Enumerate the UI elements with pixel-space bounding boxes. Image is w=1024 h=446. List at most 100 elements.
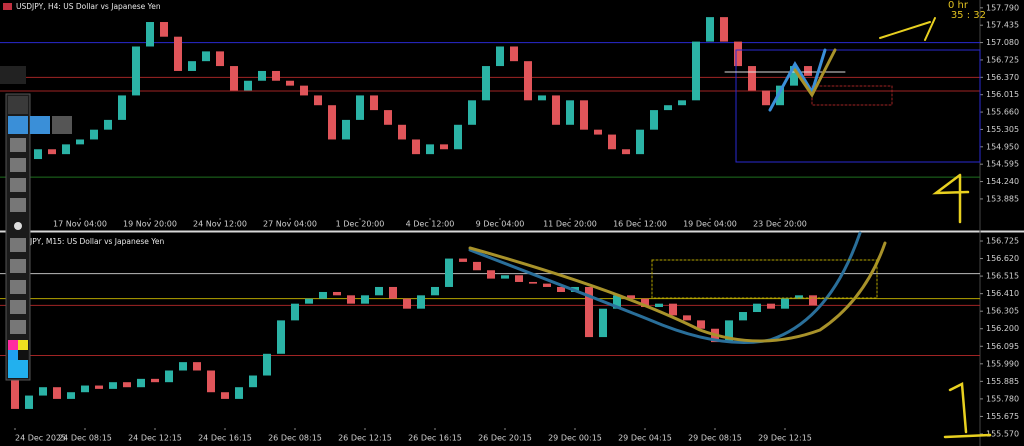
tool-hide[interactable] [10, 138, 26, 152]
x-tick-label: 19 Dec 04:00 [683, 220, 737, 229]
y-tick-label: 155.990 [986, 359, 1019, 368]
candle [580, 100, 588, 130]
candle [473, 261, 481, 271]
tool-crosshair[interactable] [52, 116, 72, 134]
x-tick-label: 26 Dec 16:15 [408, 434, 462, 443]
candle [538, 95, 546, 101]
candle [34, 149, 42, 160]
candle [160, 22, 168, 37]
tool-cursor[interactable] [8, 116, 28, 134]
toolbar-handle[interactable] [0, 66, 26, 84]
curve-gold [468, 241, 887, 343]
candle [510, 46, 518, 62]
candle [76, 139, 84, 145]
candle [459, 258, 467, 262]
candle [370, 95, 378, 111]
y-tick-label: 156.015 [986, 90, 1019, 99]
candle [39, 387, 47, 396]
candle [109, 382, 117, 389]
x-tick-label: 16 Dec 12:00 [613, 220, 667, 229]
tool-cursor-alt[interactable] [30, 116, 50, 134]
y-tick-label: 154.595 [986, 160, 1019, 169]
candle [566, 100, 574, 125]
color-black[interactable] [18, 350, 28, 360]
candle [319, 291, 327, 299]
candle [776, 85, 784, 106]
tool-undo[interactable] [10, 238, 26, 252]
candle [697, 320, 705, 329]
hand-drawn-mark [879, 17, 936, 41]
color-magenta[interactable] [8, 340, 18, 350]
candle [412, 139, 420, 155]
candle [249, 375, 257, 388]
x-tick-label: 24 Dec 12:15 [128, 434, 182, 443]
color-cyan[interactable] [8, 360, 28, 378]
candle [207, 370, 215, 393]
candle [137, 378, 145, 388]
candle [67, 392, 75, 399]
tool-dot[interactable] [14, 222, 22, 230]
range-box [735, 49, 981, 163]
candle [263, 353, 271, 376]
tool-pen[interactable] [10, 178, 26, 192]
tool-camera[interactable] [10, 300, 26, 314]
candle [11, 362, 19, 409]
y-tick-label: 156.620 [986, 254, 1019, 263]
y-tick-label: 156.305 [986, 307, 1019, 316]
candle [48, 149, 56, 155]
candle [165, 370, 173, 383]
candle [202, 51, 210, 62]
y-tick-label: 155.570 [986, 429, 1019, 438]
candle [748, 66, 756, 91]
y-tick-label: 157.080 [986, 38, 1019, 47]
candle [720, 17, 728, 42]
tool-marker[interactable] [10, 198, 26, 212]
candle [622, 149, 630, 155]
candle [132, 46, 140, 96]
x-tick-label: 29 Dec 08:15 [688, 434, 742, 443]
candle [804, 66, 812, 76]
y-tick-label: 156.725 [986, 55, 1019, 64]
candle [753, 303, 761, 313]
candle [146, 22, 154, 47]
candle [235, 387, 243, 399]
candle [496, 46, 504, 67]
color-blue[interactable] [8, 350, 18, 360]
y-tick-label: 156.370 [986, 73, 1019, 82]
candle [613, 295, 621, 309]
y-tick-label: 155.675 [986, 412, 1019, 421]
x-tick-label: 11 Dec 20:00 [543, 220, 597, 229]
candle [291, 303, 299, 321]
tool-screenshot[interactable] [10, 280, 26, 294]
color-yellow[interactable] [18, 340, 28, 350]
candle [524, 61, 532, 101]
tool-eye[interactable] [8, 96, 28, 114]
candle [258, 70, 266, 81]
y-tick-label: 153.885 [986, 194, 1019, 203]
x-tick-label: 26 Dec 20:15 [478, 434, 532, 443]
candle [347, 295, 355, 304]
tool-clipboard[interactable] [10, 320, 26, 334]
candle [650, 110, 658, 130]
candle [767, 303, 775, 309]
curve-blue [468, 231, 862, 344]
x-tick-label: 17 Nov 04:00 [53, 220, 107, 229]
candle [664, 105, 672, 111]
candle [440, 144, 448, 150]
candle [193, 362, 201, 371]
tool-delete[interactable] [10, 259, 26, 273]
candle [272, 70, 280, 81]
candle [627, 295, 635, 299]
annotations [468, 17, 992, 439]
candle [594, 129, 602, 135]
candle [431, 286, 439, 296]
candle [333, 291, 341, 296]
candle [529, 281, 537, 284]
candle [482, 66, 490, 101]
hand-drawn-one [943, 382, 992, 439]
target-box [651, 259, 878, 299]
tool-eraser[interactable] [10, 158, 26, 172]
candle [487, 270, 495, 279]
x-tick-label: 23 Dec 20:00 [753, 220, 807, 229]
